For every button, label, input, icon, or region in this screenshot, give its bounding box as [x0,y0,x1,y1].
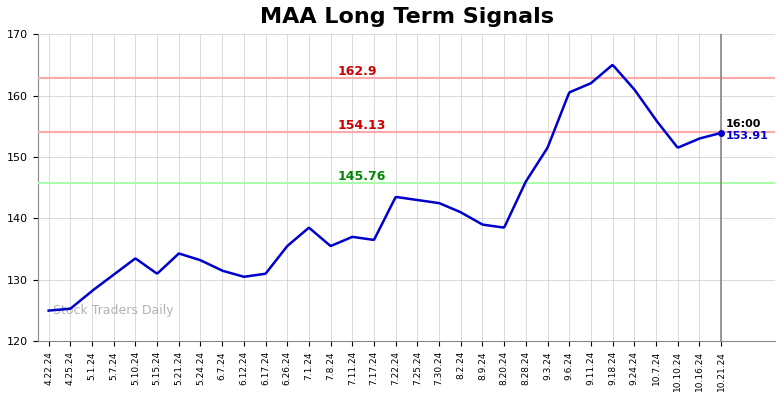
Text: 162.9: 162.9 [338,64,377,78]
Text: 154.13: 154.13 [338,119,387,131]
Title: MAA Long Term Signals: MAA Long Term Signals [260,7,554,27]
Text: 153.91: 153.91 [725,131,768,141]
Text: 145.76: 145.76 [338,170,387,183]
Text: Stock Traders Daily: Stock Traders Daily [53,304,173,317]
Text: 16:00: 16:00 [725,119,760,129]
